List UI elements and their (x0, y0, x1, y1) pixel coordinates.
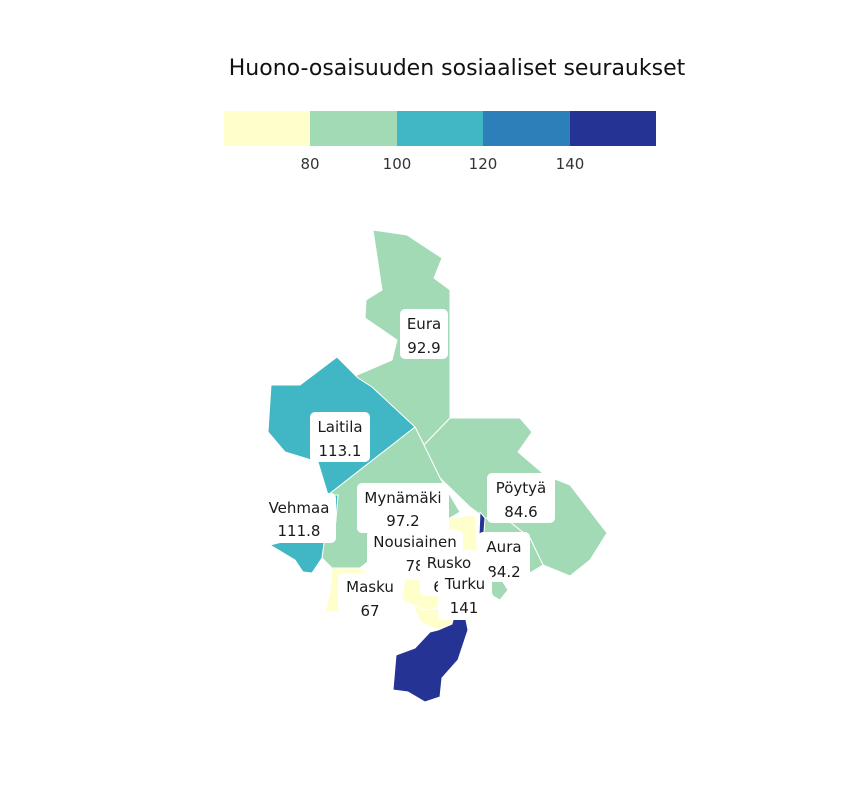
legend-swatch-3 (396, 111, 484, 146)
region-name: Pöytyä (496, 479, 547, 497)
map-title: Huono-osaisuuden sosiaaliset seuraukset (228, 56, 686, 81)
region-label-laitila: Laitila 113.1 (310, 412, 370, 462)
region-name: Rusko (427, 554, 471, 572)
legend-swatch-5 (569, 111, 656, 146)
region-name: Turku (444, 575, 485, 593)
region-label-poytya: Pöytyä 84.6 (487, 473, 555, 523)
region-value: 84.6 (504, 503, 537, 521)
legend-tick: 100 (382, 155, 412, 173)
legend-tick: 140 (555, 155, 585, 173)
region-name: Eura (407, 315, 441, 333)
legend-swatch-4 (483, 111, 570, 146)
region-name: Nousiainen (373, 533, 457, 551)
region-label-eura: Eura 92.9 (400, 309, 448, 359)
legend-swatch-1 (224, 111, 311, 146)
region-name: Masku (346, 578, 394, 596)
region-value: 111.8 (278, 522, 321, 540)
region-value: 97.2 (386, 512, 419, 530)
region-label-turku: Turku 141 (438, 570, 492, 620)
legend-tick: 80 (300, 155, 320, 173)
legend-swatch-2 (310, 111, 397, 146)
color-legend (224, 111, 656, 146)
region-name: Mynämäki (364, 489, 441, 507)
legend-ticks: 80 100 120 140 (0, 155, 864, 175)
region-label-vehmaa: Vehmaa 111.8 (262, 493, 336, 543)
region-value: 92.9 (407, 339, 440, 357)
region-name: Laitila (317, 418, 362, 436)
region-name: Vehmaa (269, 499, 330, 517)
region-label-masku: Masku 67 (338, 573, 402, 623)
region-value: 141 (450, 599, 479, 617)
region-value: 78 (405, 557, 424, 575)
legend-tick: 120 (468, 155, 498, 173)
region-value: 113.1 (319, 442, 362, 460)
region-label-aura: Aura 84.2 (478, 532, 530, 582)
region-name: Aura (486, 538, 521, 556)
region-value: 67 (360, 602, 379, 620)
region-value: 84.2 (487, 563, 520, 581)
region-label-mynamaki: Mynämäki 97.2 (357, 483, 449, 533)
